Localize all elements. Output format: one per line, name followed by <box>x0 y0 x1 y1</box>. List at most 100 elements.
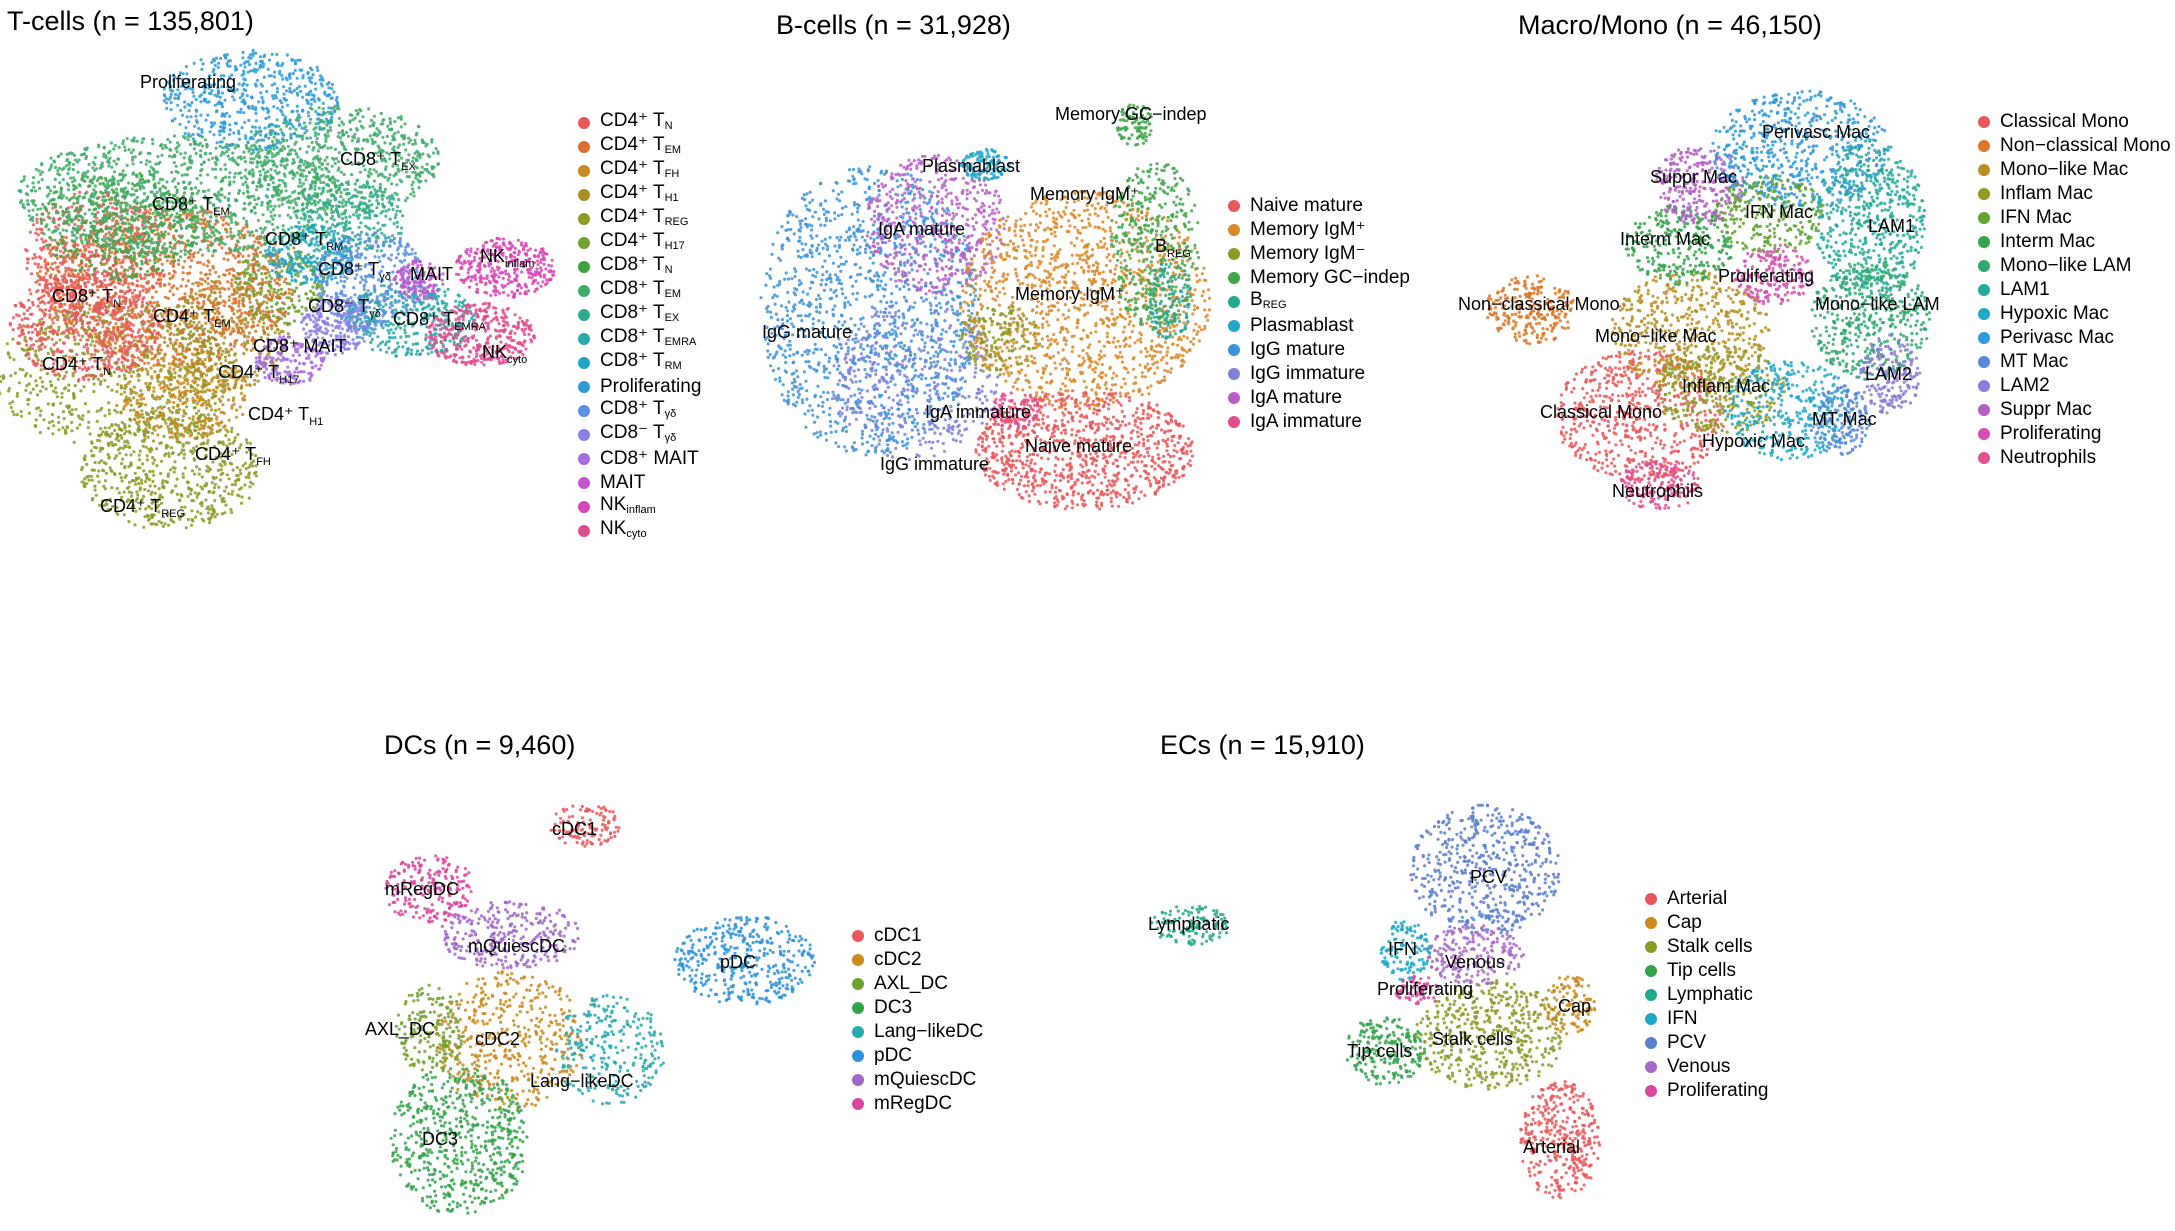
cell-point <box>163 454 166 457</box>
cell-point <box>173 420 176 423</box>
cell-point <box>142 429 145 432</box>
cell-point <box>57 416 60 419</box>
cell-point <box>44 272 47 275</box>
cell-point <box>110 272 113 275</box>
cell-point <box>144 382 147 385</box>
cell-point <box>48 313 51 316</box>
cell-point <box>39 270 42 273</box>
cell-point <box>206 277 209 280</box>
cell-point <box>83 249 86 252</box>
cell-point <box>208 521 211 524</box>
cell-point <box>166 218 169 221</box>
cell-point <box>116 435 119 438</box>
cell-point <box>153 329 156 332</box>
cell-point <box>129 328 132 331</box>
cell-point <box>148 426 151 429</box>
cell-point <box>139 398 142 401</box>
cell-point <box>74 408 77 411</box>
cell-point <box>78 417 81 420</box>
cell-point <box>144 309 147 312</box>
cell-point <box>96 475 99 478</box>
cell-point <box>116 222 119 225</box>
cell-point <box>45 387 48 390</box>
cell-point <box>176 353 179 356</box>
cell-point <box>206 239 209 242</box>
cell-point <box>214 483 217 486</box>
cell-point <box>13 413 16 416</box>
cell-point <box>244 317 247 320</box>
cell-point <box>61 263 64 266</box>
cell-point <box>114 342 117 345</box>
cell-point <box>110 441 113 444</box>
cell-point <box>169 410 172 413</box>
cell-point <box>46 291 49 294</box>
cell-point <box>222 391 225 394</box>
cell-point <box>132 408 135 411</box>
cell-point <box>191 253 194 256</box>
cell-point <box>54 261 57 264</box>
cell-point <box>134 304 137 307</box>
cell-point <box>259 266 262 269</box>
cell-point <box>212 302 215 305</box>
cell-point <box>136 284 139 287</box>
cell-point <box>196 483 199 486</box>
cell-point <box>200 283 203 286</box>
cell-point <box>227 438 230 441</box>
cell-point <box>0 375 1 378</box>
cell-point <box>189 429 192 432</box>
cell-point <box>181 337 184 340</box>
cell-point <box>139 450 142 453</box>
cell-point <box>169 333 172 336</box>
cell-point <box>235 339 238 342</box>
cell-point <box>97 243 100 246</box>
cell-point <box>202 519 205 522</box>
cell-point <box>88 259 91 262</box>
cell-point <box>236 291 239 294</box>
cell-point <box>152 474 155 477</box>
cell-point <box>258 309 261 312</box>
cell-point <box>51 413 54 416</box>
cell-point <box>118 242 121 245</box>
cell-point <box>39 431 42 434</box>
cell-point <box>111 350 114 353</box>
cell-point <box>200 375 203 378</box>
cell-point <box>81 322 84 325</box>
cell-point <box>87 245 90 248</box>
cell-point <box>65 229 68 232</box>
cell-point <box>124 242 127 245</box>
cell-point <box>194 406 197 409</box>
cell-point <box>60 396 63 399</box>
cell-point <box>144 422 147 425</box>
cell-point <box>114 207 117 210</box>
cell-point <box>155 246 158 249</box>
cell-point <box>133 432 136 435</box>
cell-point <box>134 336 137 339</box>
cell-point <box>247 476 250 479</box>
cell-point <box>59 282 62 285</box>
cell-point <box>130 404 133 407</box>
cell-point <box>113 457 116 460</box>
cell-point <box>40 347 43 350</box>
cell-point <box>224 301 227 304</box>
cell-point <box>91 468 94 471</box>
cell-point <box>155 271 158 274</box>
cell-point <box>215 297 218 300</box>
cell-point <box>41 385 44 388</box>
cell-point <box>185 350 188 353</box>
cell-point <box>232 469 235 472</box>
cell-point <box>192 241 195 244</box>
cell-point <box>145 281 148 284</box>
cell-point <box>73 396 76 399</box>
cell-point <box>160 348 163 351</box>
cell-point <box>221 403 224 406</box>
cell-point <box>180 285 183 288</box>
cell-point <box>126 353 129 356</box>
cell-point <box>202 391 205 394</box>
cell-point <box>73 335 76 338</box>
cell-point <box>288 291 291 294</box>
cell-point <box>146 253 149 256</box>
cell-point <box>210 285 213 288</box>
cell-point <box>139 267 142 270</box>
cell-point <box>182 360 185 363</box>
cell-point <box>42 418 45 421</box>
